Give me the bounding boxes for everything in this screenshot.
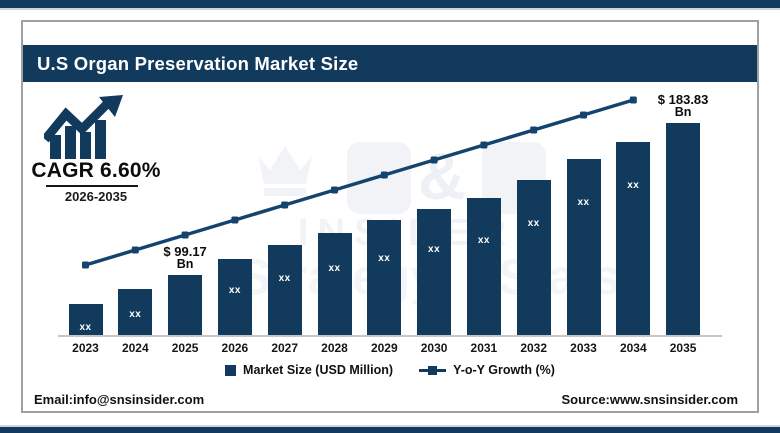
x-axis-label-2025: 2025 (171, 341, 199, 355)
bar-2023: xx (68, 304, 103, 335)
x-axis-label-2029: 2029 (370, 341, 398, 355)
bar-2025 (168, 275, 203, 335)
bottom-brand-strip (0, 427, 780, 433)
x-axis-label-2023: 2023 (72, 341, 99, 355)
cagr-period: 2026-2035 (64, 189, 128, 204)
x-axis-label-2032: 2032 (520, 341, 548, 355)
bar-value-label: xx (527, 218, 540, 229)
watermark-ampersand: & (418, 139, 466, 213)
bar-value-label: xx (378, 253, 391, 264)
bar-2031: xx (466, 198, 501, 335)
bar-value-label: xx (428, 244, 441, 255)
footer-source: Source:www.snsinsider.com (561, 392, 738, 407)
bar-2032: xx (516, 180, 551, 335)
bar-2026: xx (217, 259, 252, 335)
bar-2027: xx (267, 245, 302, 335)
top-brand-strip (0, 0, 780, 8)
legend-item-market-size: Market Size (USD Million) (225, 363, 393, 377)
cagr-value: CAGR 6.60% (31, 159, 161, 182)
cagr-underline (46, 185, 138, 187)
x-axis-label-2030: 2030 (420, 341, 448, 355)
legend: Market Size (USD Million) Y-o-Y Growth (… (0, 363, 780, 377)
line-series-marker-icon (419, 365, 447, 375)
bar-2024: xx (118, 289, 153, 335)
bar-value-label: xx (627, 180, 640, 191)
x-axis-label-2034: 2034 (619, 341, 647, 355)
bar-2034: xx (616, 142, 651, 335)
x-axis-label-2024: 2024 (121, 341, 149, 355)
x-axis-label-2033: 2033 (570, 341, 597, 355)
bar-2029: xx (367, 220, 402, 335)
bar-series-swatch-icon (225, 364, 237, 376)
top-brand-strip-accent (0, 8, 780, 10)
x-axis-label-2026: 2026 (221, 341, 249, 355)
bar-value-label: xx (477, 235, 490, 246)
bar-value-label: xx (79, 322, 92, 333)
watermark-crown-icon (258, 146, 312, 196)
chart-title: U.S Organ Preservation Market Size (37, 53, 359, 74)
bar-2028: xx (317, 233, 352, 335)
bar-2030: xx (417, 209, 452, 335)
legend-label-market-size: Market Size (USD Million) (243, 363, 394, 377)
legend-item-yoy-growth: Y-o-Y Growth (%) (419, 363, 555, 377)
bar-value-label: xx (129, 309, 142, 320)
bottom-brand-strip-accent (0, 425, 780, 427)
bar-value-label: xx (577, 197, 590, 208)
x-axis-label-2027: 2027 (271, 341, 299, 355)
bar-value-label: xx (328, 263, 341, 274)
bar-value-label: xx (228, 285, 241, 296)
chart-title-bar: U.S Organ Preservation Market Size (23, 45, 757, 82)
x-axis-label-2031: 2031 (470, 341, 498, 355)
bar-2035 (666, 123, 701, 335)
legend-label-yoy-growth: Y-o-Y Growth (%) (453, 363, 555, 377)
watermark-square-left (347, 142, 411, 214)
annotation-2035: $ 183.83 Bn (657, 92, 709, 119)
x-axis-line (58, 335, 722, 337)
footer-email: Email:info@snsinsider.com (34, 392, 205, 407)
x-axis-label-2028: 2028 (321, 341, 348, 355)
bar-2033: xx (566, 159, 601, 335)
x-axis-label-2035: 2035 (669, 341, 697, 355)
annotation-2025: $ 99.17 Bn (163, 244, 207, 271)
bar-value-label: xx (278, 273, 291, 284)
growth-chart-icon (44, 95, 123, 159)
